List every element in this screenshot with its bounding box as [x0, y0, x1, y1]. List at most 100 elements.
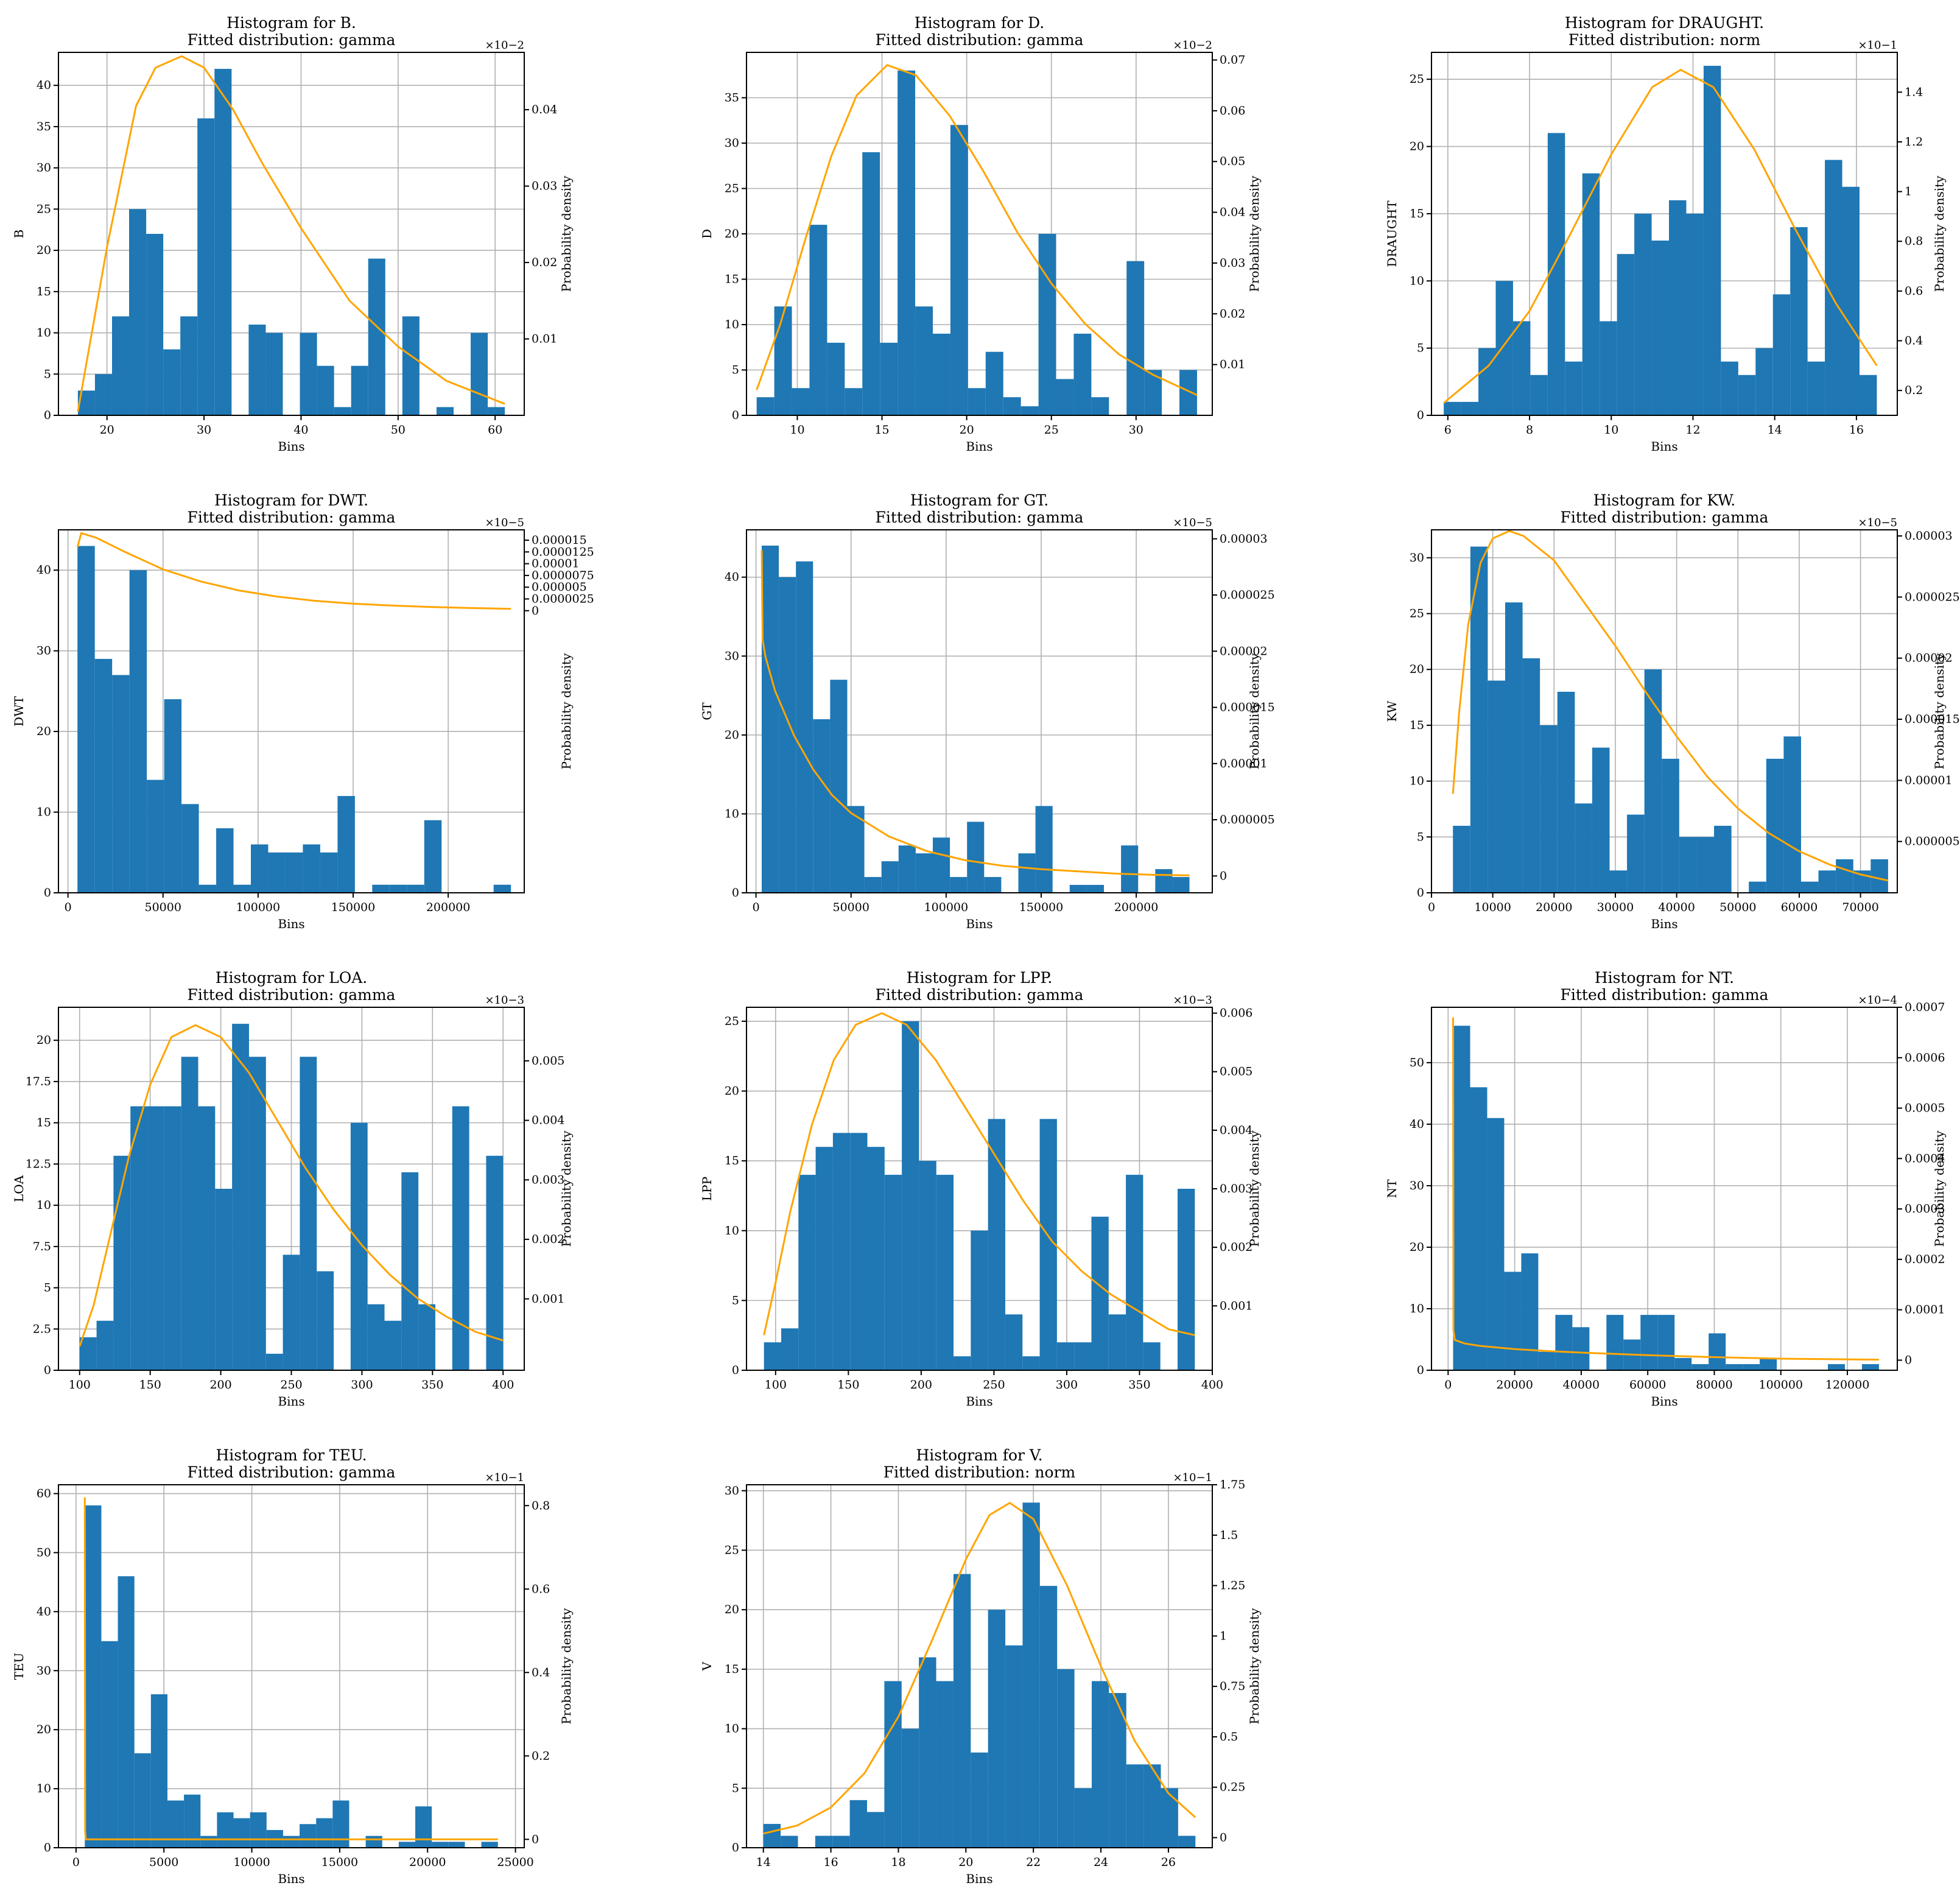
x-tick-label: 250	[280, 1378, 302, 1392]
histogram-bar	[265, 333, 283, 415]
x-tick-label: 60000	[1781, 901, 1818, 914]
y-tick-label: 60	[37, 1487, 51, 1501]
subplot-teu: 0 5000 10000 15000 20000 25000 0 10 20 30 40 50 60 0 0…	[12, 1446, 574, 1886]
x-axis-label: Bins	[966, 1394, 992, 1409]
y-tick-label: 10	[37, 1782, 51, 1795]
histogram-bar	[198, 884, 217, 893]
subplot-gt: 0 50000 100000 150000 200000 0 10 20 30 40 0 0.0000…	[700, 491, 1275, 931]
histogram-bar	[493, 884, 511, 893]
histogram-bar	[232, 1024, 249, 1370]
histogram-bar	[77, 546, 95, 893]
histogram-bar	[1108, 1314, 1126, 1370]
histogram-bar	[809, 225, 827, 415]
histogram-bar	[197, 118, 215, 415]
histogram-bar	[1005, 1645, 1023, 1848]
x-tick-label: 200000	[1114, 901, 1159, 914]
histogram-bar	[1703, 66, 1721, 415]
y-tick-label: 10	[725, 318, 739, 331]
x-tick-label: 20000	[1496, 1378, 1533, 1392]
histogram-bar	[389, 884, 407, 893]
y-tick-label: 0	[732, 1841, 739, 1854]
histogram-bar	[864, 877, 882, 893]
histogram-bar	[884, 1681, 902, 1848]
x-tick-label: 20	[958, 1856, 973, 1869]
y2-tick-label: 0.2	[1905, 384, 1923, 397]
histogram-bar	[902, 1021, 919, 1370]
histogram-bar	[163, 349, 181, 415]
y-tick-label: 5	[44, 367, 51, 381]
histogram-bar	[1530, 375, 1548, 415]
x-tick-label: 200	[209, 1378, 231, 1392]
y-tick-label: 0	[44, 1364, 51, 1377]
fitted-density-line	[763, 1012, 1195, 1336]
x-tick-label: 300	[351, 1378, 373, 1392]
histogram-bar	[164, 1106, 181, 1370]
axes-frame	[1431, 529, 1898, 893]
y-tick-label: 30	[1410, 1179, 1424, 1192]
histogram-bar	[1179, 370, 1197, 415]
y2-tick-label: 0.000015	[1220, 701, 1275, 714]
histogram-bar	[919, 1657, 936, 1848]
histogram-bar	[1161, 1788, 1178, 1848]
y2-offset-label: ×10−1	[1173, 1471, 1212, 1484]
histogram-bar	[845, 388, 863, 415]
chart-subtitle: Fitted distribution: norm	[1568, 31, 1761, 49]
x-tick-label: 150000	[1019, 901, 1064, 914]
histogram-bar	[881, 861, 899, 893]
histogram-bar	[150, 1694, 167, 1848]
chart-subtitle: Fitted distribution: gamma	[876, 31, 1084, 49]
y2-tick-label: 0.000015	[532, 533, 587, 547]
histogram-bar	[1709, 1333, 1726, 1370]
y-tick-label: 5	[1417, 830, 1424, 843]
histogram-bar	[988, 1610, 1006, 1848]
histogram-bar	[1091, 1681, 1109, 1848]
y2-tick-label: 0.03	[532, 180, 557, 193]
subplot-loa: 100 150 200 250 300 350 400 0 2.5 5 7.5 10 12.5 15 17.…	[12, 969, 574, 1409]
x-tick-label: 50000	[833, 901, 869, 914]
fitted-density-line	[1452, 1017, 1879, 1361]
histogram-bar	[867, 1812, 885, 1848]
x-axis-label: Bins	[278, 1871, 304, 1886]
chart-subtitle: Fitted distribution: gamma	[1561, 509, 1769, 526]
histogram-bar	[1651, 241, 1670, 415]
y-tick-label: 35	[725, 91, 739, 105]
histogram-bar	[1766, 758, 1784, 893]
y2-tick-label: 1	[1905, 185, 1912, 199]
histogram-bar	[147, 780, 164, 893]
x-tick-label: 16	[1849, 423, 1864, 437]
histogram-bar	[774, 306, 792, 415]
fitted-density-line	[763, 1502, 1196, 1835]
y2-tick-label: 0.04	[1220, 206, 1245, 219]
histogram-bar	[1178, 1836, 1196, 1848]
y-tick-label: 0	[1417, 886, 1424, 899]
y2-axis-label: Probability density	[1247, 1608, 1262, 1725]
histogram-bar	[832, 1836, 850, 1848]
histogram-bar	[265, 1353, 283, 1370]
y2-tick-label: 0.0002	[1905, 1253, 1945, 1266]
subplot-b: 20 30 40 50 60 0 5 10 15 20 25 30 35 40 0.01 0.02 0.03 0.…	[12, 14, 574, 454]
fitted-density-line	[1452, 530, 1889, 882]
x-tick-label: 8	[1526, 423, 1533, 437]
y2-axis-label: Probability density	[1247, 653, 1262, 770]
x-tick-label: 250	[983, 1378, 1005, 1392]
histogram-bar	[1606, 1315, 1624, 1370]
y2-tick-label: 0.00002	[1905, 652, 1953, 665]
histogram-bar	[415, 1806, 432, 1848]
histogram-bar	[968, 388, 986, 415]
histogram-bar	[1557, 691, 1575, 893]
histogram-bar	[1521, 1253, 1539, 1370]
y-tick-label: 30	[725, 649, 739, 663]
y-tick-label: 40	[725, 571, 739, 584]
histogram-bar	[250, 1812, 267, 1848]
x-axis-label: Bins	[966, 439, 992, 454]
histogram-bar	[897, 70, 916, 416]
histogram-bar	[418, 1304, 435, 1370]
y-tick-label: 7.5	[33, 1240, 51, 1253]
y-tick-label: 40	[37, 1605, 51, 1618]
x-tick-label: 16	[823, 1856, 838, 1869]
histogram-bar	[1074, 1788, 1092, 1848]
histogram-bar	[849, 1800, 868, 1848]
y-tick-label: 20	[37, 1723, 51, 1736]
histogram-bar	[950, 125, 968, 415]
histogram-bar	[1738, 375, 1756, 415]
